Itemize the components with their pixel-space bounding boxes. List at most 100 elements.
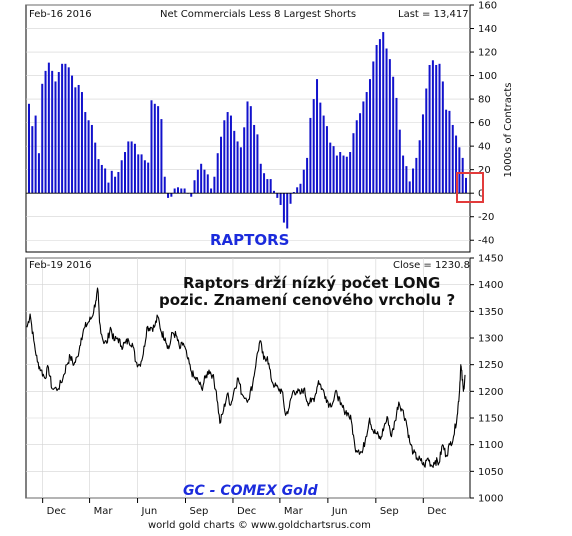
- annotation-line-1: Raptors drží nízký počet LONG: [183, 274, 440, 292]
- bar: [385, 48, 388, 194]
- bar: [67, 67, 70, 194]
- bottom-y-axis: 1000 1050 1100 1150 1200 1250 1300 1350 1400 1450: [470, 254, 503, 505]
- bar: [239, 147, 242, 194]
- bar: [461, 157, 464, 194]
- bar: [322, 115, 325, 194]
- bar: [160, 119, 163, 194]
- bar: [412, 168, 415, 194]
- bar: [107, 182, 110, 194]
- bar: [292, 192, 295, 194]
- bar: [223, 120, 226, 194]
- bar: [375, 44, 378, 194]
- bar: [342, 155, 345, 194]
- bar: [359, 113, 362, 194]
- bar: [150, 100, 153, 194]
- top-y-tick-label: 0: [478, 189, 484, 200]
- bottom-y-tick-label: 1350: [478, 307, 503, 318]
- bottom-y-tick-label: 1400: [478, 280, 503, 291]
- bar: [167, 193, 170, 198]
- bar: [120, 160, 123, 194]
- bar: [127, 141, 130, 194]
- bar: [124, 152, 127, 194]
- close-value: Close = 1230.8: [393, 260, 470, 271]
- top-chart-title: Net Commercials Less 8 Largest Shorts: [160, 9, 356, 20]
- bottom-y-tick-label: 1250: [478, 360, 503, 371]
- top-y-tick-label: -40: [478, 236, 494, 247]
- bar: [405, 166, 408, 194]
- bar: [428, 64, 431, 194]
- bar: [282, 193, 285, 223]
- bar: [316, 79, 319, 194]
- bar: [263, 173, 266, 194]
- bar: [87, 120, 90, 194]
- bottom-grid: [26, 257, 470, 499]
- bar: [41, 83, 44, 194]
- bar: [90, 124, 93, 194]
- bar: [193, 180, 196, 194]
- bar: [335, 155, 338, 194]
- bar: [133, 143, 136, 194]
- bar: [435, 64, 438, 194]
- bar: [465, 177, 467, 194]
- bar: [312, 99, 315, 194]
- bar: [183, 188, 186, 194]
- bar: [203, 169, 206, 194]
- bar: [57, 72, 60, 194]
- bar: [157, 106, 160, 194]
- bar: [100, 164, 103, 194]
- bar: [438, 63, 441, 194]
- bar: [216, 153, 219, 194]
- bar: [220, 136, 223, 194]
- bar: [455, 135, 458, 194]
- gold-price-line: [26, 287, 466, 468]
- bar: [47, 62, 50, 194]
- bar: [286, 193, 289, 229]
- bar: [213, 176, 216, 194]
- top-y-tick-label: 160: [478, 1, 497, 12]
- bar: [229, 115, 232, 194]
- bar: [54, 81, 57, 194]
- bottom-y-tick-label: 1450: [478, 254, 503, 265]
- bar: [329, 142, 332, 194]
- bar: [368, 79, 371, 194]
- bar: [299, 183, 302, 194]
- bar: [441, 81, 444, 194]
- bar: [117, 172, 120, 194]
- bar: [210, 188, 213, 194]
- bar: [269, 179, 272, 194]
- bottom-y-tick-label: 1300: [478, 334, 503, 345]
- top-y-axis-label: 1000s of Contracts: [503, 83, 514, 178]
- bar: [170, 193, 173, 197]
- top-y-tick-label: 20: [478, 165, 491, 176]
- bar: [173, 188, 176, 194]
- bar: [279, 193, 282, 205]
- bar: [382, 32, 385, 194]
- bar: [309, 117, 312, 194]
- bar: [130, 141, 133, 194]
- bottom-x-tick-label: Sep: [380, 506, 399, 517]
- bar: [190, 193, 193, 197]
- bar: [408, 181, 411, 194]
- bar: [415, 157, 418, 194]
- bar: [325, 126, 328, 194]
- bar: [71, 75, 74, 194]
- bottom-x-tick-label: Mar: [94, 506, 114, 517]
- footer-credit: world gold charts © www.goldchartsrus.co…: [148, 520, 371, 531]
- annotation-line-2: pozic. Znamení cenového vrcholu ?: [159, 291, 455, 309]
- bar: [200, 163, 203, 194]
- top-y-tick-label: 120: [478, 48, 497, 59]
- top-y-tick-label: 100: [478, 71, 497, 82]
- bar: [143, 160, 146, 194]
- bar: [140, 154, 143, 194]
- bar: [362, 101, 365, 194]
- bar: [345, 156, 348, 194]
- bar: [77, 84, 80, 194]
- bar: [28, 103, 30, 194]
- bar: [147, 162, 150, 194]
- bar: [249, 106, 252, 194]
- bottom-x-axis: Dec Mar Jun Sep Dec Mar Jun Sep Dec: [42, 498, 447, 517]
- bar: [355, 120, 358, 194]
- bottom-y-tick-label: 1050: [478, 467, 503, 478]
